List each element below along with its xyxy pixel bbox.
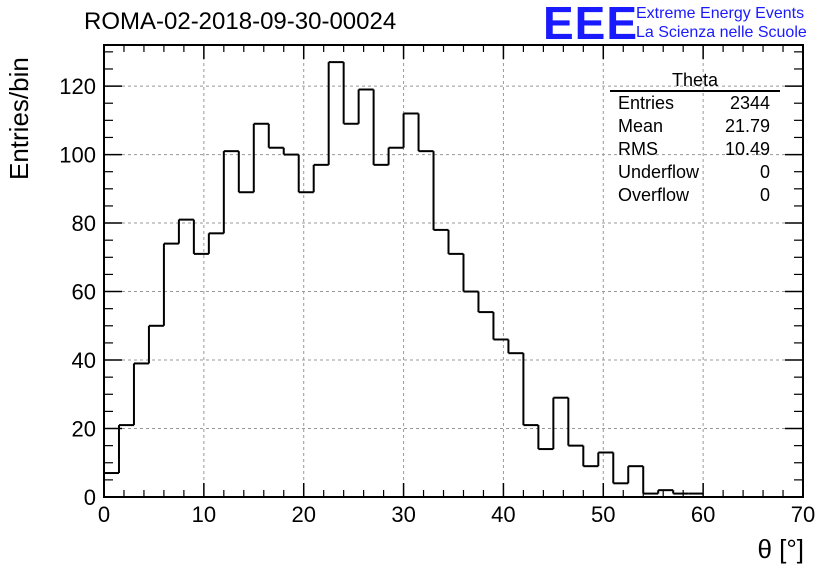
- histogram-bin: [207, 232, 224, 254]
- logo-line-2: La Scienza nelle Scuole: [636, 24, 807, 41]
- y-tick-label: 20: [72, 417, 96, 442]
- stats-value: 0: [759, 162, 770, 182]
- histogram-bin: [672, 490, 689, 495]
- histogram-bin: [417, 113, 434, 153]
- x-tick-label: 40: [491, 502, 515, 527]
- eee-logo: EEE: [543, 0, 639, 49]
- histogram-bin: [132, 362, 149, 426]
- histogram-bin: [252, 122, 269, 193]
- histogram-bin: [387, 146, 404, 165]
- y-tick-label: 60: [72, 280, 96, 305]
- histogram-bin: [627, 465, 644, 484]
- x-tick-label: 0: [98, 502, 110, 527]
- x-tick-label: 30: [391, 502, 415, 527]
- histogram-bin: [282, 147, 299, 156]
- histogram-bin: [327, 61, 344, 165]
- y-axis-label: Entries/bin: [4, 57, 34, 180]
- histogram-bin: [222, 150, 239, 234]
- histogram-bin: [147, 324, 164, 364]
- histogram-bin: [447, 229, 464, 255]
- logo-line-1: Extreme Energy Events: [636, 5, 805, 22]
- histogram-bin: [432, 151, 449, 231]
- stats-label: Overflow: [618, 185, 690, 205]
- y-tick-label: 120: [59, 74, 96, 99]
- histogram-bin: [522, 353, 539, 427]
- histogram-bin: [192, 219, 209, 255]
- histogram-bin: [507, 339, 524, 355]
- axis-ticks: [103, 45, 804, 498]
- histogram-bin: [462, 253, 479, 293]
- stats-label: RMS: [618, 139, 658, 159]
- stats-row: RMS 10.49: [610, 138, 780, 161]
- x-tick-label: 60: [691, 502, 715, 527]
- histogram-series: [104, 61, 704, 495]
- x-axis-label: θ [°]: [757, 534, 804, 564]
- histogram-bin: [657, 489, 674, 494]
- y-tick-label: 40: [72, 348, 96, 373]
- x-tick-label: 10: [192, 502, 216, 527]
- histogram-bin: [477, 291, 494, 314]
- histogram-bin: [567, 397, 584, 447]
- stats-value: 0: [759, 185, 770, 205]
- x-tick-label: 50: [591, 502, 615, 527]
- histogram-bin: [552, 396, 569, 450]
- stats-value: 21.79: [724, 116, 770, 136]
- histogram-bin: [357, 88, 374, 124]
- plot-frame: [103, 44, 804, 498]
- stats-label: Mean: [618, 116, 664, 136]
- tick-labels: 0 10 20 30 40 50 60 70 0 20 40 60 80 100 120: [59, 74, 815, 527]
- y-tick-label: 0: [84, 485, 96, 510]
- y-tick-label: 80: [72, 211, 96, 236]
- stats-box: Theta Entries 2344 Mean 21.79 RMS 10.49 Underf…: [610, 70, 780, 207]
- stats-value: 10.49: [724, 139, 770, 159]
- y-tick-label: 100: [59, 143, 96, 168]
- x-tick-label: 20: [291, 502, 315, 527]
- histogram-bin: [642, 466, 659, 495]
- stats-rows: Entries 2344 Mean 21.79 RMS 10.49 Underflow 0 Ov…: [610, 92, 780, 207]
- histogram-bin: [162, 242, 179, 326]
- histogram-bin: [537, 425, 554, 451]
- stats-row: Mean 21.79: [610, 115, 780, 138]
- histogram-bin: [312, 163, 329, 193]
- stats-label: Underflow: [618, 162, 700, 182]
- histogram-bin: [117, 424, 134, 474]
- logo-text: Extreme Energy Events La Scienza nelle S…: [636, 4, 807, 42]
- stats-row: Underflow 0: [610, 161, 780, 184]
- histogram-bin: [237, 151, 254, 194]
- histogram-bin: [177, 218, 194, 244]
- histogram-bin: [297, 154, 314, 194]
- histogram-bin: [612, 452, 629, 485]
- stats-row: Overflow 0: [610, 184, 780, 207]
- histogram-bin: [267, 123, 284, 149]
- histogram-bin: [342, 62, 359, 125]
- stats-value: 2344: [729, 93, 770, 113]
- stats-title: Theta: [610, 70, 780, 92]
- chart-title: ROMA-02-2018-09-30-00024: [84, 8, 397, 35]
- histogram-bin: [372, 89, 389, 166]
- stats-row: Entries 2344: [610, 92, 780, 115]
- x-tick-label: 70: [791, 502, 815, 527]
- histogram-bin: [402, 112, 419, 148]
- histogram-bin: [492, 312, 509, 341]
- histogram-bin: [582, 445, 599, 468]
- stats-label: Entries: [618, 93, 675, 113]
- histogram-bin: [597, 451, 614, 467]
- grid: [104, 45, 803, 497]
